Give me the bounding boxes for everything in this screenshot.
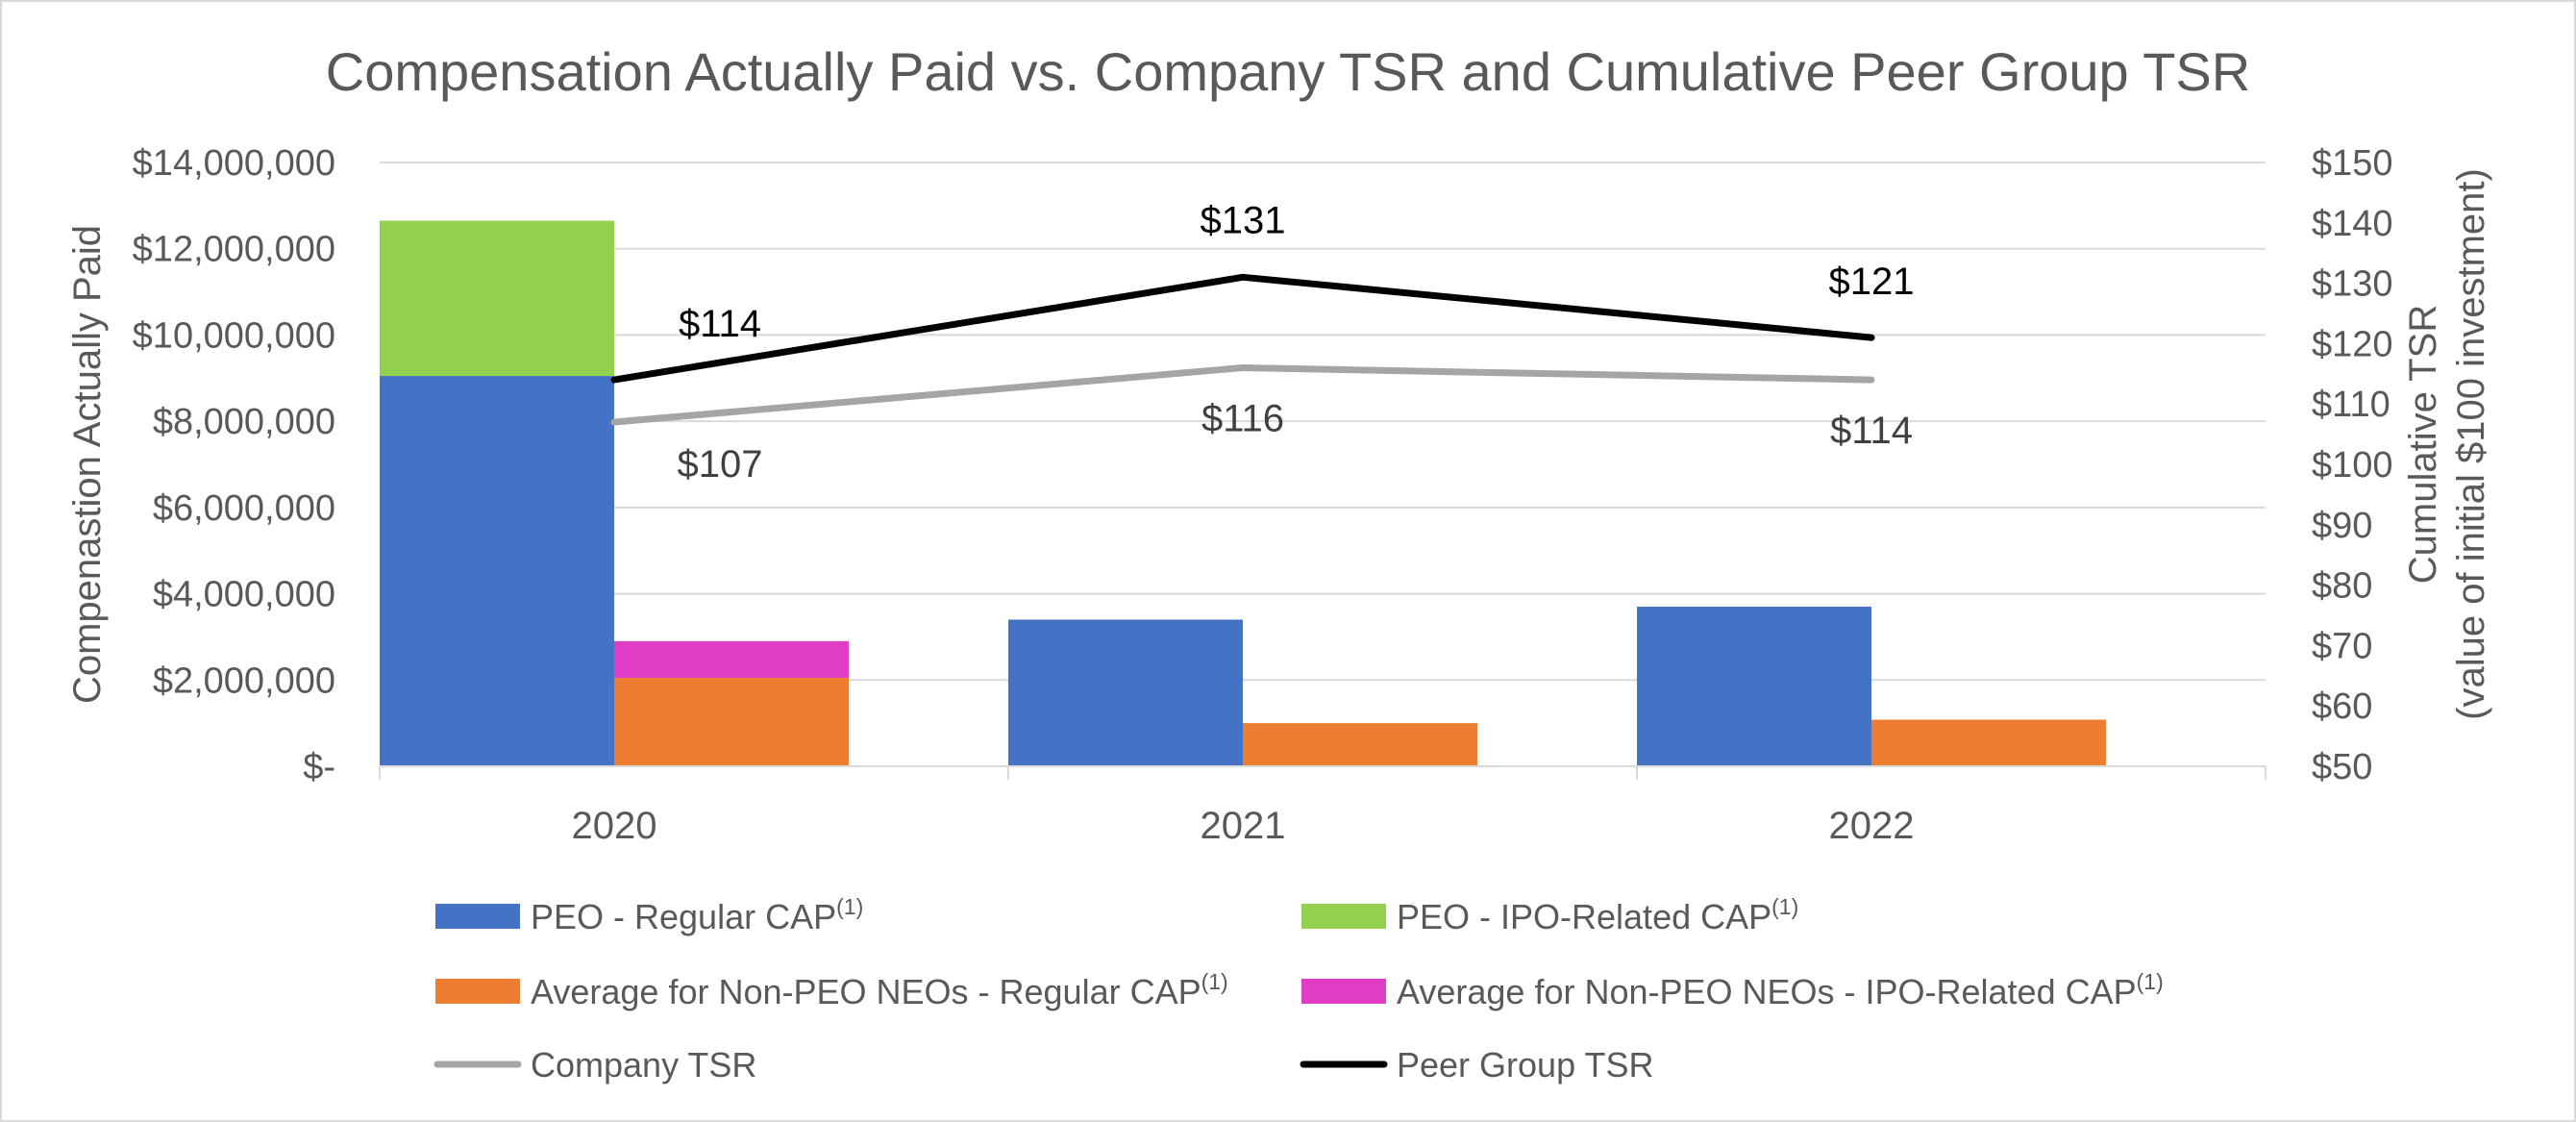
legend-label-average-for-non-peo-neos-regular-cap: Average for Non-PEO NEOs - Regular CAP(1…	[531, 969, 1228, 1011]
peer-group-tsr-line	[610, 273, 1875, 384]
legend-footnote-marker: (1)	[1771, 894, 1798, 919]
legend-footnote-marker: (1)	[2137, 969, 2164, 994]
peer-group-tsr-data-label: $114	[679, 303, 761, 345]
right-axis-tick-label: $130	[2312, 264, 2393, 305]
right-axis-tick-label: $100	[2312, 445, 2393, 486]
legend-footnote-marker: (1)	[836, 894, 863, 919]
legend-label-peo-regular-cap: PEO - Regular CAP(1)	[531, 894, 863, 936]
legend-label-average-for-non-peo-neos-ipo-related-cap: Average for Non-PEO NEOs - IPO-Related C…	[1397, 969, 2164, 1011]
legend-swatch-peo-ipo-related-cap	[1301, 904, 1386, 929]
right-axis-tick-label: $120	[2312, 324, 2393, 364]
left-axis-tick-label: $4,000,000	[153, 575, 335, 615]
chart-title: Compensation Actually Paid vs. Company T…	[326, 41, 2250, 102]
bar-average-for-non-peo-neos-regular-cap-2022	[1871, 719, 2106, 766]
tsr-lines	[610, 273, 1875, 426]
x-axis-category-label: 2021	[1201, 805, 1286, 847]
legend-label-company-tsr: Company TSR	[531, 1045, 756, 1085]
legend-label-peo-ipo-related-cap: PEO - IPO-Related CAP(1)	[1397, 894, 1798, 936]
company-tsr-data-label: $107	[678, 443, 763, 486]
right-axis-tick-label: $140	[2312, 204, 2393, 244]
left-axis-tick-label: $14,000,000	[133, 143, 335, 184]
left-axis-tick-label: $-	[303, 747, 335, 787]
bar-peo-ipo-related-cap-2020	[380, 220, 614, 377]
bar-peo-regular-cap-2020	[380, 376, 614, 766]
x-axis-category-label: 2022	[1829, 805, 1915, 847]
peer-group-tsr-data-label: $131	[1201, 199, 1286, 241]
company-tsr-line	[610, 364, 1875, 426]
bar-peo-regular-cap-2022	[1637, 607, 1871, 766]
legend-swatch-average-for-non-peo-neos-ipo-related-cap	[1301, 979, 1386, 1004]
company-tsr-data-label: $116	[1201, 398, 1284, 440]
data-labels: $107 $116 $114 $114 $131 $121	[678, 199, 1915, 486]
x-axis-category-label: 2020	[572, 805, 657, 847]
left-axis-tick-label: $12,000,000	[133, 230, 335, 270]
legend: PEO - Regular CAP(1) PEO - IPO-Related CA…	[433, 894, 2164, 1085]
bars	[380, 220, 2106, 766]
right-axis-title-line1: Cumulative TSR	[2402, 305, 2444, 584]
left-axis-tick-label: $10,000,000	[133, 315, 335, 356]
left-axis-tick-label: $6,000,000	[153, 488, 335, 529]
right-axis-title-line2: (value of initial $100 investment)	[2450, 168, 2492, 720]
right-axis-tick-label: $70	[2312, 626, 2372, 666]
legend-swatch-peo-regular-cap	[435, 904, 520, 929]
legend-label-peer-group-tsr: Peer Group TSR	[1397, 1045, 1653, 1085]
legend-swatch-average-for-non-peo-neos-regular-cap	[435, 979, 520, 1004]
right-axis-tick-label: $50	[2312, 747, 2372, 787]
left-axis-title: Compenastion Actually Paid	[66, 225, 109, 704]
left-axis-tick-label: $2,000,000	[153, 661, 335, 701]
gridlines	[380, 162, 2266, 682]
right-axis-tick-label: $90	[2312, 506, 2372, 546]
bar-average-for-non-peo-neos-ipo-related-cap-2020	[614, 640, 849, 679]
peer-group-tsr-data-label: $121	[1829, 261, 1915, 303]
right-axis-tick-label: $80	[2312, 566, 2372, 607]
axes: $- $2,000,000 $4,000,000 $6,000,000 $8,000,0…	[66, 143, 2492, 847]
bar-peo-regular-cap-2021	[1008, 619, 1243, 766]
bar-average-for-non-peo-neos-regular-cap-2021	[1243, 723, 1477, 766]
company-tsr-data-label: $114	[1830, 410, 1913, 452]
left-axis-tick-label: $8,000,000	[153, 402, 335, 442]
right-axis-tick-label: $60	[2312, 686, 2372, 727]
right-axis-tick-label: $150	[2312, 143, 2393, 184]
bar-average-for-non-peo-neos-regular-cap-2020	[614, 678, 849, 766]
right-axis-tick-label: $110	[2312, 385, 2390, 425]
legend-footnote-marker: (1)	[1201, 969, 1228, 994]
